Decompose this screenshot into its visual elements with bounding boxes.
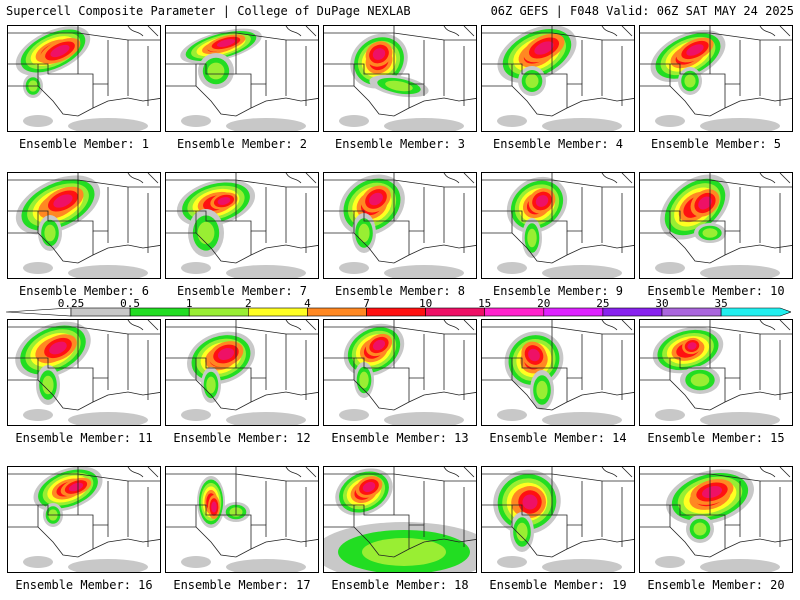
- color-scale-tick-label: 30: [655, 297, 669, 310]
- ensemble-member-label: Ensemble Member: 8: [334, 284, 466, 298]
- ensemble-map-panel: [323, 172, 477, 279]
- ensemble-member-label: Ensemble Member: 3: [334, 137, 466, 151]
- color-scale-tick-label: 20: [537, 297, 551, 310]
- ensemble-member-label: Ensemble Member: 12: [173, 431, 311, 445]
- ensemble-map-panel: [7, 172, 161, 279]
- ensemble-map-panel: [481, 172, 635, 279]
- color-scale-tick-label: 35: [714, 297, 728, 310]
- ensemble-map-panel: [481, 25, 635, 132]
- ensemble-map-panel: [639, 319, 793, 426]
- ensemble-member-label: Ensemble Member: 16: [15, 578, 153, 592]
- color-scale-tick-label: 1: [185, 297, 193, 310]
- ensemble-map-panel: [165, 466, 319, 573]
- ensemble-map-panel: [323, 25, 477, 132]
- ensemble-member-label: Ensemble Member: 19: [489, 578, 627, 592]
- color-scale-tick-label: 7: [363, 297, 370, 310]
- color-scale-tick-label: 2: [244, 297, 252, 310]
- ensemble-member-label: Ensemble Member: 15: [647, 431, 785, 445]
- ensemble-member-label: Ensemble Member: 2: [176, 137, 308, 151]
- color-scale-tick-label: 4: [304, 297, 311, 310]
- color-scale-bar: [6, 307, 791, 317]
- ensemble-member-label: Ensemble Member: 9: [492, 284, 624, 298]
- ensemble-map-panel: [481, 319, 635, 426]
- ensemble-map-panel: [481, 466, 635, 573]
- ensemble-member-label: Ensemble Member: 10: [647, 284, 785, 298]
- color-scale-tick-label: 15: [478, 297, 492, 310]
- ensemble-map-panel: [639, 172, 793, 279]
- ensemble-member-label: Ensemble Member: 5: [650, 137, 782, 151]
- color-scale-tick-label: 25: [596, 297, 610, 310]
- ensemble-map-panel: [639, 466, 793, 573]
- color-scale-tick-label: 10: [418, 297, 433, 310]
- ensemble-member-label: Ensemble Member: 11: [15, 431, 153, 445]
- valid-time: 06Z GEFS | F048 Valid: 06Z SAT MAY 24 20…: [490, 4, 794, 18]
- ensemble-map-panel: [323, 466, 477, 573]
- ensemble-map-panel: [7, 319, 161, 426]
- ensemble-map-panel: [639, 25, 793, 132]
- ensemble-member-label: Ensemble Member: 1: [18, 137, 150, 151]
- ensemble-member-label: Ensemble Member: 4: [492, 137, 624, 151]
- ensemble-member-label: Ensemble Member: 18: [331, 578, 469, 592]
- ensemble-map-panel: [165, 172, 319, 279]
- color-scale-tick-label: 0.5: [120, 297, 141, 310]
- ensemble-map-panel: [165, 25, 319, 132]
- ensemble-member-label: Ensemble Member: 14: [489, 431, 627, 445]
- ensemble-member-label: Ensemble Member: 20: [647, 578, 785, 592]
- ensemble-map-panel: [7, 466, 161, 573]
- ensemble-member-label: Ensemble Member: 7: [176, 284, 308, 298]
- ensemble-member-label: Ensemble Member: 13: [331, 431, 469, 445]
- ensemble-map-panel: [165, 319, 319, 426]
- ensemble-map-panel: [323, 319, 477, 426]
- color-scale-tick-label: 0.25: [57, 297, 85, 310]
- chart-title: Supercell Composite Parameter | College …: [6, 4, 411, 18]
- ensemble-map-panel: [7, 25, 161, 132]
- ensemble-member-label: Ensemble Member: 6: [18, 284, 150, 298]
- ensemble-member-label: Ensemble Member: 17: [173, 578, 311, 592]
